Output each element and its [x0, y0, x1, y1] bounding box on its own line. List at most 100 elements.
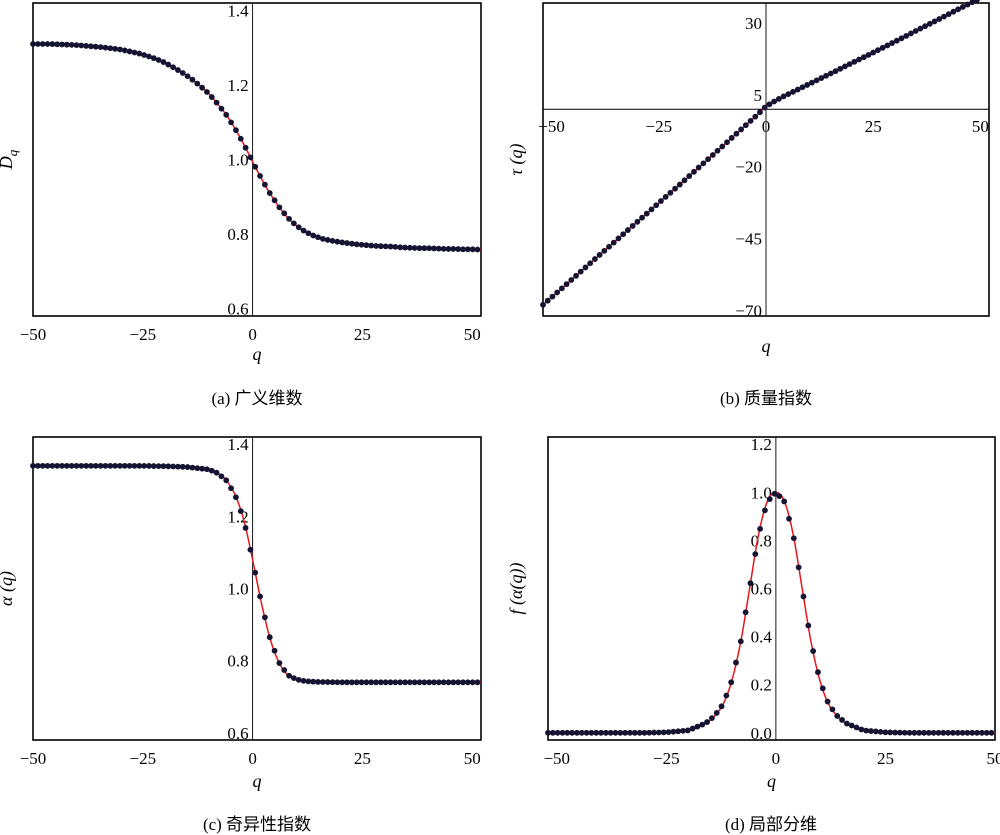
data-point [228, 485, 234, 492]
data-point [223, 111, 230, 118]
data-point [63, 41, 70, 48]
y-tick-label: 0.8 [751, 531, 772, 550]
data-point [406, 244, 413, 251]
data-point [945, 11, 952, 18]
data-point [392, 679, 399, 686]
data-point [141, 52, 148, 58]
data-point [790, 535, 797, 542]
data-point [363, 242, 370, 249]
data-point [464, 246, 471, 253]
data-point [469, 246, 476, 253]
data-point [49, 462, 56, 469]
data-point [892, 729, 898, 736]
x-axis-label: q [253, 771, 262, 791]
data-point [588, 729, 595, 736]
data-point [718, 703, 725, 710]
fit-curve [548, 491, 995, 734]
data-point [30, 41, 36, 47]
data-point [59, 41, 65, 48]
data-point [300, 677, 307, 684]
data-point [387, 243, 394, 250]
data-point [281, 667, 288, 673]
data-point [194, 80, 201, 87]
data-point [377, 243, 384, 250]
data-point [402, 244, 408, 251]
data-point [950, 8, 957, 15]
data-point [97, 462, 104, 469]
x-tick-label: 50 [464, 749, 481, 768]
data-point [689, 725, 696, 732]
data-point [150, 55, 157, 62]
data-point [373, 243, 379, 249]
data-point [851, 58, 858, 65]
y-tick-label: 1.0 [751, 483, 772, 502]
data-point [848, 722, 855, 729]
data-point [117, 462, 123, 469]
data-point [266, 634, 273, 641]
data-point [631, 729, 638, 736]
data-point [583, 729, 590, 736]
data-point [776, 493, 783, 500]
data-point [757, 525, 764, 532]
data-point [672, 185, 678, 192]
data-point [237, 135, 244, 142]
data-point [295, 676, 302, 683]
data-point [762, 507, 768, 514]
x-axis-label: q [762, 336, 771, 356]
data-point [324, 679, 331, 685]
data-point [324, 236, 331, 243]
x-tick-label: 50 [972, 117, 989, 136]
x-tick-label: −25 [130, 325, 157, 344]
data-point [577, 268, 584, 275]
data-point [675, 728, 682, 735]
data-point [411, 245, 418, 251]
data-point [402, 679, 408, 686]
data-point [382, 679, 389, 686]
data-point [112, 462, 119, 469]
data-point [377, 679, 384, 686]
data-point [247, 546, 254, 553]
panel-caption: (b) 质量指数 [720, 389, 812, 408]
data-point [709, 715, 715, 722]
data-point [733, 130, 740, 137]
data-point [606, 243, 612, 250]
data-point [615, 235, 622, 242]
data-point [150, 463, 157, 469]
data-point [204, 89, 210, 95]
data-point [625, 227, 631, 233]
data-point [228, 119, 234, 126]
data-point [714, 147, 721, 154]
data-point [257, 173, 263, 179]
data-point [416, 245, 423, 252]
data-point [34, 41, 41, 47]
data-point [832, 68, 839, 75]
data-point [179, 463, 186, 470]
data-point [329, 679, 336, 686]
data-point [819, 685, 826, 692]
data-point [175, 463, 181, 470]
data-point [564, 729, 571, 736]
data-point [856, 56, 862, 63]
data-point [620, 231, 627, 238]
data-point [799, 84, 806, 91]
x-axis-label: q [253, 344, 262, 364]
data-point [959, 4, 966, 10]
data-point [68, 41, 75, 48]
data-point [921, 729, 927, 736]
data-point [208, 467, 215, 474]
data-point [474, 246, 481, 253]
data-point [559, 729, 566, 736]
data-point [373, 679, 379, 686]
data-point [601, 247, 608, 254]
x-tick-label: 0 [248, 325, 257, 344]
data-point [199, 465, 206, 472]
data-point [112, 45, 119, 52]
data-point [63, 462, 70, 469]
data-point [310, 678, 317, 685]
data-point [983, 729, 990, 736]
data-point [889, 40, 895, 46]
data-point [978, 729, 985, 736]
data-point [818, 75, 825, 81]
data-point [440, 679, 447, 686]
